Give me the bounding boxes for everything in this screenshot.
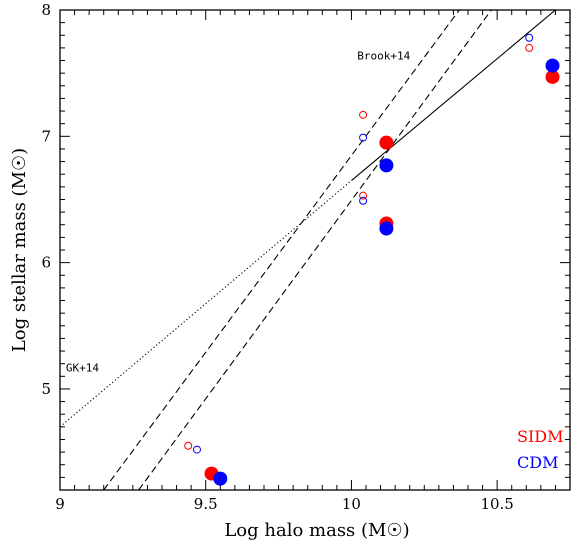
y-tick-label: 7 [41, 127, 51, 145]
cdm-open-point [525, 33, 534, 42]
annotation-gk14: GK+14 [66, 361, 99, 374]
relation-lines [60, 10, 556, 490]
sidm-filled-point [545, 69, 560, 84]
x-axis-label: Log halo mass (M☉) [224, 520, 409, 541]
legend-cdm: CDM [517, 453, 558, 472]
data-points [184, 33, 560, 486]
cdm-filled-point [379, 221, 394, 236]
y-tick-label: 6 [41, 254, 51, 272]
relation-line-dashed [103, 10, 460, 490]
axis-ticks: 9 9.5 10 10.5 5 6 7 8 [41, 1, 571, 513]
y-axis-label: Log stellar mass (M☉) [9, 148, 30, 352]
legend-sidm: SIDM [517, 427, 564, 446]
cdm-open-point [359, 133, 368, 142]
x-tick-label: 9 [55, 495, 65, 513]
relation-line-dashed [138, 10, 492, 490]
annotations: Brook+14 GK+14 [66, 49, 411, 374]
cdm-filled-point [545, 58, 560, 73]
cdm-open-point [192, 445, 201, 454]
y-tick-label: 5 [41, 380, 51, 398]
relation-line-solid [351, 10, 556, 181]
sidm-filled-point [379, 135, 394, 150]
sidm-open-point [359, 191, 368, 200]
x-tick-label: 10 [342, 495, 361, 513]
y-tick-label: 8 [41, 1, 51, 19]
sidm-open-point [525, 43, 534, 52]
cdm-filled-point [213, 471, 228, 486]
sidm-open-point [359, 110, 368, 119]
x-tick-label: 10.5 [480, 495, 513, 513]
annotation-brook14: Brook+14 [357, 49, 410, 62]
cdm-open-point [359, 196, 368, 205]
x-tick-label: 9.5 [194, 495, 218, 513]
sidm-open-point [184, 441, 193, 450]
cdm-filled-point [379, 158, 394, 173]
legend: SIDM CDM [517, 427, 564, 472]
relation-line-dotted [60, 180, 352, 428]
